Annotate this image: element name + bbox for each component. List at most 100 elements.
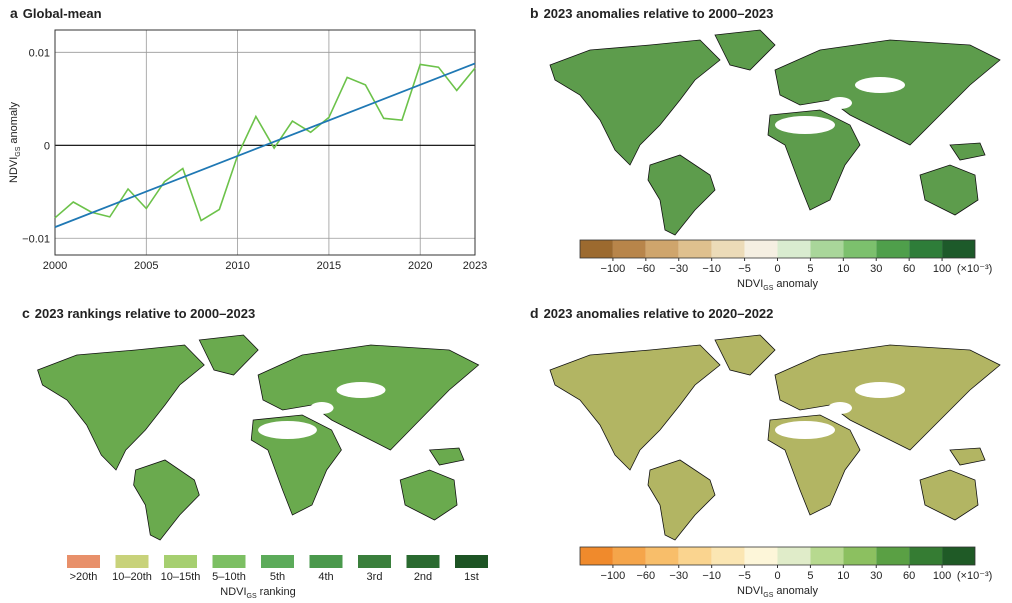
color-box <box>678 240 712 258</box>
color-box <box>843 240 877 258</box>
panel-letter: a <box>10 5 18 21</box>
colorbar-tick-label: 10 <box>837 263 849 275</box>
panel-letter: d <box>530 305 539 321</box>
colorbar-tick-label: 30 <box>870 570 882 582</box>
color-box <box>777 240 811 258</box>
legend-label: 3rd <box>367 571 383 583</box>
panel-title-text: 2023 rankings relative to 2000–2023 <box>35 306 255 321</box>
map-c <box>37 334 480 541</box>
label-subscript: GS <box>763 285 773 292</box>
colorbar-tick-label: 0 <box>774 570 780 582</box>
color-box <box>909 547 943 565</box>
y-tick-label: −0.01 <box>22 233 50 245</box>
legend-label: 1st <box>464 571 479 583</box>
color-box <box>580 240 613 258</box>
color-box <box>612 547 646 565</box>
color-box <box>711 547 745 565</box>
legend-swatch <box>358 555 391 568</box>
color-box <box>843 547 877 565</box>
label-part: anomaly <box>776 278 818 290</box>
map-b <box>549 29 1001 236</box>
legend-swatch <box>309 555 343 568</box>
label-part: NDVI <box>220 586 246 598</box>
colorbar-tick-label: −5 <box>738 263 751 275</box>
legend-swatch <box>115 555 149 568</box>
colorbar-tick-label: 100 <box>933 263 951 275</box>
legend-swatch <box>67 555 100 568</box>
color-box <box>909 240 943 258</box>
colorbar-unit: (×10⁻³) <box>957 263 992 275</box>
colorbar-tick-label: −10 <box>702 263 721 275</box>
colorbar-tick-label: −100 <box>601 263 626 275</box>
x-tick-label: 2023 <box>463 260 487 272</box>
label-part: NDVI <box>8 157 20 183</box>
legend-swatch <box>455 555 488 568</box>
label-part: ranking <box>260 586 296 598</box>
legend-label: 5th <box>270 571 285 583</box>
color-box <box>876 240 910 258</box>
x-tick-label: 2000 <box>43 260 67 272</box>
panel-title-text: Global-mean <box>23 6 102 21</box>
colorbar-tick-label: 60 <box>903 570 915 582</box>
colorbar-tick-label: −30 <box>669 263 688 275</box>
color-box <box>942 240 975 258</box>
panel-letter: b <box>530 5 539 21</box>
colorbar-tick-label: 5 <box>807 263 813 275</box>
panel-title: c 2023 rankings relative to 2000–2023 <box>22 305 255 321</box>
color-box <box>744 547 778 565</box>
color-box <box>645 547 679 565</box>
colorbar-tick-label: 5 <box>807 570 813 582</box>
label-subscript: GS <box>763 592 773 599</box>
color-box <box>777 547 811 565</box>
panel-title: b 2023 anomalies relative to 2000–2023 <box>530 5 773 21</box>
data-line <box>54 63 476 222</box>
color-box <box>645 240 679 258</box>
colorbar-unit: (×10⁻³) <box>957 570 992 582</box>
legend-swatch <box>261 555 294 568</box>
colorbar-tick-label: 60 <box>903 263 915 275</box>
legend-label: 5–10th <box>212 571 246 583</box>
axis-label: NDVIGSanomaly <box>8 102 22 183</box>
legend-swatch <box>212 555 246 568</box>
map-d <box>549 334 1001 541</box>
colorbar-tick-label: −10 <box>702 570 721 582</box>
color-box <box>678 547 712 565</box>
color-box <box>612 240 646 258</box>
panel-title-text: 2023 anomalies relative to 2020–2022 <box>544 306 774 321</box>
y-tick-label: 0 <box>44 140 50 152</box>
colorbar-tick-label: −100 <box>601 570 626 582</box>
panel-title-text: 2023 anomalies relative to 2000–2023 <box>544 6 774 21</box>
color-box <box>942 547 975 565</box>
colorbar-tick-label: 30 <box>870 263 882 275</box>
plot-frame <box>54 29 476 256</box>
label-part: NDVI <box>737 585 763 597</box>
colorbar-tick-label: −60 <box>636 570 655 582</box>
y-tick-label: 0.01 <box>29 47 50 59</box>
panel-title: a Global-mean <box>10 5 102 21</box>
trend-line <box>54 62 476 228</box>
legend-label: 10–15th <box>161 571 201 583</box>
legend-label: 4th <box>318 571 333 583</box>
legend-swatch <box>406 555 440 568</box>
colorbar-tick-label: 100 <box>933 570 951 582</box>
legend-label: >20th <box>70 571 98 583</box>
label-part: anomaly <box>776 585 818 597</box>
panel-letter: c <box>22 305 30 321</box>
colorbar-tick-label: 0 <box>774 263 780 275</box>
label-subscript: GS <box>247 593 257 600</box>
x-tick-label: 2010 <box>225 260 249 272</box>
x-tick-label: 2020 <box>408 260 432 272</box>
label-subscript: GS <box>15 146 22 156</box>
color-box <box>744 240 778 258</box>
color-box <box>810 240 844 258</box>
x-tick-label: 2015 <box>317 260 341 272</box>
colorbar-tick-label: −30 <box>669 570 688 582</box>
label-part: NDVI <box>737 278 763 290</box>
colorbar-tick-label: 10 <box>837 570 849 582</box>
colorbar-tick-label: −5 <box>738 570 751 582</box>
color-box <box>711 240 745 258</box>
